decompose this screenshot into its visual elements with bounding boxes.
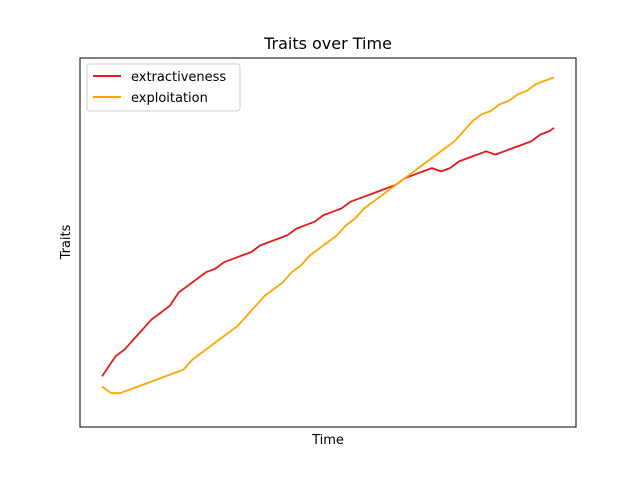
legend: extractiveness exploitation [86, 63, 241, 112]
legend-label-extractiveness: extractiveness [131, 70, 226, 85]
legend-label-exploitation: exploitation [131, 91, 208, 106]
x-axis-label: Time [311, 433, 344, 448]
y-axis-label: Traits [59, 224, 74, 260]
series-lines [101, 76, 555, 395]
plot-frame [79, 57, 577, 428]
series-line-exploitation [101, 76, 555, 395]
legend-box [86, 63, 241, 112]
chart-title: Traits over Time [263, 34, 392, 53]
series-line-extractiveness [101, 127, 555, 377]
